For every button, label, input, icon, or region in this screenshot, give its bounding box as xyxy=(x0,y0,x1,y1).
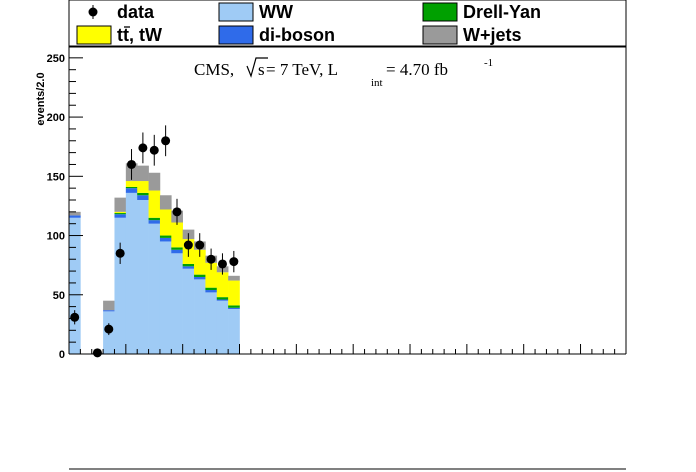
bar-segment xyxy=(103,310,115,312)
data-point xyxy=(104,324,114,334)
bar-segment xyxy=(69,217,81,354)
bar-segment xyxy=(205,287,218,291)
y-tick-label: 100 xyxy=(47,231,65,243)
bar-segment xyxy=(114,213,127,215)
y-tick-label: 150 xyxy=(47,171,65,183)
legend-frame xyxy=(68,0,627,48)
data-point xyxy=(172,207,182,217)
bar-segment xyxy=(114,211,127,214)
bar-segment xyxy=(216,300,229,354)
data-point xyxy=(138,143,148,153)
legend-label-diboson: di-boson xyxy=(259,25,335,45)
bar-segment xyxy=(148,190,161,218)
bar-segment xyxy=(125,192,138,354)
bar-segment xyxy=(205,290,218,293)
annotation-lumi: = 4.70 fb xyxy=(386,60,448,79)
bar-segment xyxy=(114,217,127,354)
bar-segment xyxy=(205,292,218,354)
y-tick-label: 50 xyxy=(53,290,65,302)
bar-segment xyxy=(205,262,218,288)
annotation-prefix: CMS, xyxy=(194,60,234,79)
bar-segment xyxy=(114,197,127,212)
data-point xyxy=(115,248,125,258)
data-point xyxy=(195,240,205,250)
bar-segment xyxy=(137,165,149,182)
stacked-bars xyxy=(69,163,240,354)
legend-label-dy: Drell-Yan xyxy=(463,2,541,22)
legend: data WW Drell-Yan tt, tW di-boson W+jets xyxy=(68,0,627,48)
legend-label-top: tt, tW xyxy=(117,25,162,45)
bar-segment xyxy=(216,272,229,298)
bar-segment xyxy=(171,249,183,254)
bar-segment xyxy=(103,300,115,311)
data-point xyxy=(70,312,80,322)
bar-segment xyxy=(69,215,81,218)
bar-segment xyxy=(159,237,172,242)
bar-segment xyxy=(159,235,172,238)
bar-segment xyxy=(171,222,183,248)
bar-segment xyxy=(69,211,81,216)
bar-segment xyxy=(137,200,149,354)
bar-segment xyxy=(228,280,240,306)
legend-swatch-top xyxy=(76,25,112,45)
legend-label-data: data xyxy=(117,2,155,22)
legend-label-wjets: W+jets xyxy=(463,25,522,45)
legend-swatch-dy xyxy=(422,2,458,22)
annotation-sup: -1 xyxy=(484,57,493,69)
annotation-energy: = 7 TeV, L xyxy=(266,60,338,79)
bar-segment xyxy=(194,279,206,354)
data-point xyxy=(161,136,171,146)
bar-segment xyxy=(125,181,138,187)
bar-segment xyxy=(148,217,161,221)
axes: 0 50 100 150 200 250 xyxy=(47,45,627,470)
bar-segment xyxy=(159,241,172,354)
bar-segment xyxy=(159,195,172,210)
bar-segment xyxy=(182,263,195,267)
cms-annotation: CMS, s = 7 TeV, L int = 4.70 fb -1 xyxy=(194,57,493,89)
bar-segment xyxy=(137,195,149,200)
data-point xyxy=(183,240,193,250)
bar-segment xyxy=(216,299,229,301)
bar-segment xyxy=(125,186,138,189)
data-point xyxy=(127,159,137,169)
bar-segment xyxy=(228,308,240,354)
bar-segment xyxy=(148,172,161,191)
bar-segment xyxy=(216,297,229,300)
y-axis-label: events/2.0 xyxy=(35,72,47,125)
bar-segment xyxy=(228,275,240,281)
legend-swatch-ww xyxy=(218,2,254,22)
bar-segment xyxy=(159,209,172,236)
legend-label-ww: WW xyxy=(259,2,293,22)
bar-segment xyxy=(194,277,206,280)
bar-segment xyxy=(182,266,195,269)
data-point xyxy=(229,257,239,267)
annotation-sqrt: s xyxy=(258,60,265,79)
bar-segment xyxy=(137,192,149,196)
bar-segment xyxy=(194,274,206,277)
data-point xyxy=(206,254,216,264)
y-tick-label: 250 xyxy=(47,53,65,65)
bar-segment xyxy=(148,223,161,354)
sqrt-sign xyxy=(246,57,268,78)
data-point xyxy=(217,259,227,269)
bar-segment xyxy=(171,247,183,250)
bar-segment xyxy=(148,220,161,224)
y-tick-label: 0 xyxy=(59,349,65,361)
bar-segment xyxy=(125,188,138,193)
y-tick-label: 200 xyxy=(47,112,65,124)
bar-segment xyxy=(228,307,240,309)
bar-segment xyxy=(114,214,127,218)
bar-segment xyxy=(182,268,195,354)
annotation-sub: int xyxy=(371,77,383,89)
data-point xyxy=(149,145,159,155)
bar-segment xyxy=(194,249,206,275)
bar-segment xyxy=(228,305,240,308)
data-point xyxy=(92,348,102,358)
bar-segment xyxy=(137,181,149,193)
bar-segment xyxy=(171,253,183,354)
data-points xyxy=(70,125,239,358)
legend-swatch-diboson xyxy=(218,25,254,45)
legend-swatch-wjets xyxy=(422,25,458,45)
